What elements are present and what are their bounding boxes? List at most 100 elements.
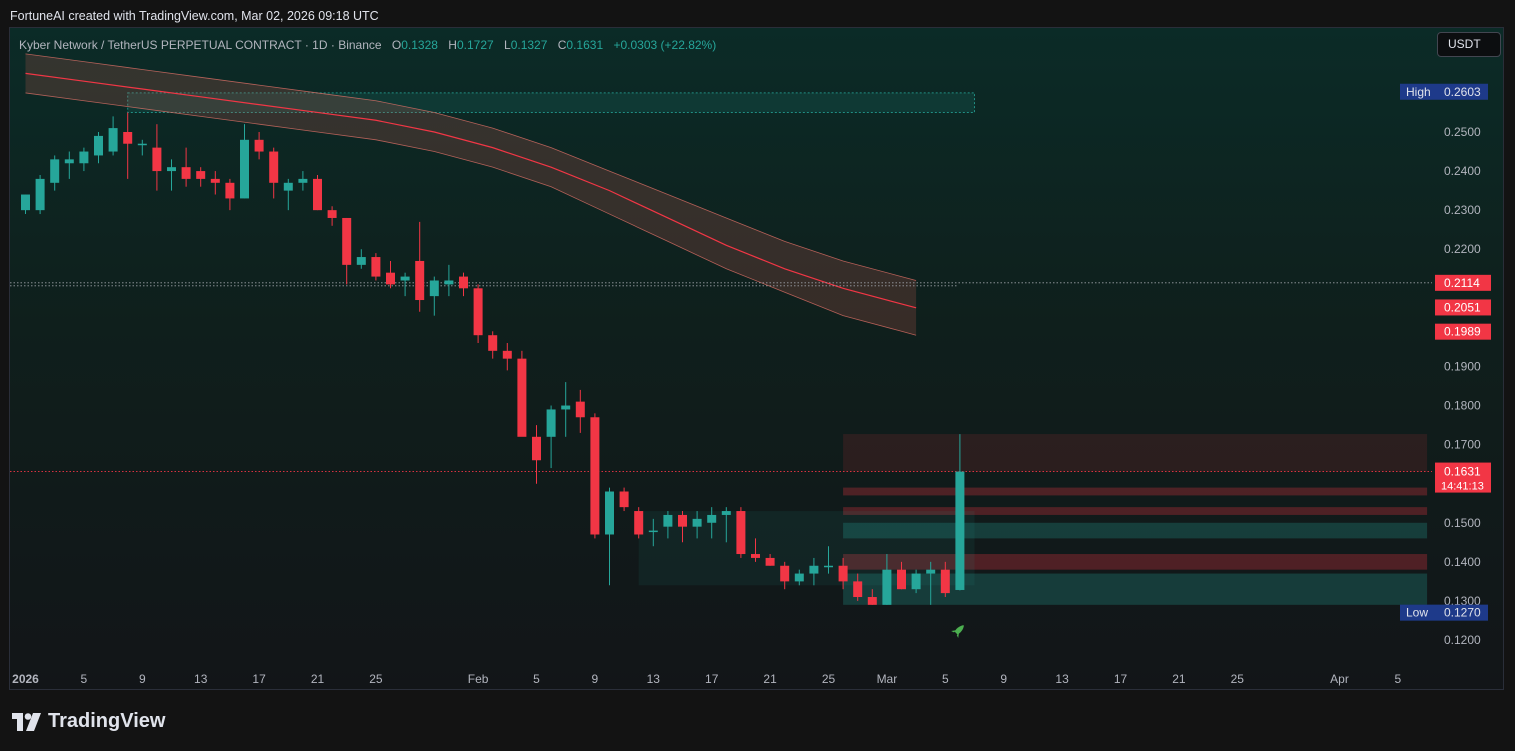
candle[interactable]	[736, 507, 746, 558]
change-value: +0.0303 (+22.82%)	[613, 38, 717, 52]
candle[interactable]	[824, 546, 833, 574]
close-value: 0.1631	[566, 38, 604, 52]
horizontal-lines-layer	[10, 282, 1432, 472]
candle[interactable]	[502, 343, 512, 371]
candle[interactable]	[240, 124, 249, 199]
candle-body	[619, 491, 629, 508]
candle[interactable]	[210, 171, 220, 195]
ema-line-lower	[25, 92, 917, 336]
candle[interactable]	[371, 253, 381, 281]
candle[interactable]	[21, 194, 30, 215]
candle[interactable]	[546, 405, 556, 469]
candle[interactable]	[137, 139, 147, 156]
close-label: C	[557, 38, 567, 52]
candle[interactable]	[269, 147, 279, 199]
candle-body	[196, 171, 206, 179]
candle[interactable]	[751, 538, 760, 562]
x-tick-label: 25	[822, 672, 836, 686]
candle[interactable]	[619, 487, 629, 512]
candle[interactable]	[809, 557, 819, 586]
candle-body	[283, 182, 293, 191]
candle[interactable]	[429, 276, 439, 316]
candle[interactable]	[459, 272, 468, 297]
y-tick-label: 0.1700	[1444, 438, 1481, 452]
candle[interactable]	[415, 221, 425, 312]
candle[interactable]	[780, 561, 790, 590]
open-label: O	[391, 38, 402, 52]
candle[interactable]	[123, 112, 133, 179]
candle[interactable]	[473, 284, 483, 344]
candle[interactable]	[794, 569, 804, 586]
candle[interactable]	[64, 151, 74, 179]
candle[interactable]	[108, 116, 118, 156]
candle[interactable]	[911, 569, 921, 594]
candle[interactable]	[225, 178, 235, 211]
candle[interactable]	[853, 573, 863, 601]
candle-body	[444, 280, 454, 285]
candle[interactable]	[897, 561, 906, 590]
candle[interactable]	[327, 206, 337, 226]
candle-body	[21, 194, 30, 211]
candle[interactable]	[532, 425, 541, 484]
candle[interactable]	[517, 350, 527, 437]
candle[interactable]	[575, 389, 585, 433]
candle-body	[327, 210, 337, 218]
x-tick-label: 13	[647, 672, 661, 686]
candle[interactable]	[721, 507, 731, 543]
candle-body	[473, 288, 483, 336]
candle[interactable]	[634, 507, 644, 539]
candle-body	[809, 565, 819, 574]
candle[interactable]	[181, 147, 191, 187]
candle[interactable]	[882, 554, 892, 605]
candle[interactable]	[867, 589, 877, 605]
candle[interactable]	[167, 159, 176, 191]
candle[interactable]	[400, 272, 410, 297]
brand-name: TradingView	[48, 710, 166, 732]
candle-body	[794, 573, 804, 582]
x-tick-label: 5	[81, 672, 88, 686]
candle[interactable]	[94, 132, 103, 164]
price-chart[interactable]: 0.2500 0.2400 0.2300 0.2200 0.1900 0.1800 0.17…	[10, 28, 1504, 690]
candle[interactable]	[692, 511, 702, 539]
candle[interactable]	[298, 171, 308, 191]
candle[interactable]	[313, 174, 322, 211]
candle-body	[926, 569, 936, 574]
chart-frame[interactable]: 0.2500 0.2400 0.2300 0.2200 0.1900 0.1800 0.17…	[9, 27, 1504, 690]
candle[interactable]	[648, 518, 658, 547]
candle[interactable]	[152, 124, 162, 191]
candle[interactable]	[707, 507, 717, 539]
candle[interactable]	[283, 178, 293, 211]
candle-body	[707, 514, 717, 523]
ema-line-upper	[25, 53, 917, 281]
y-tick-label: 0.2200	[1444, 242, 1481, 256]
candle[interactable]	[765, 554, 775, 566]
candle[interactable]	[342, 217, 352, 285]
candle-body	[137, 143, 147, 146]
candle[interactable]	[356, 249, 366, 269]
candle[interactable]	[196, 167, 206, 187]
candle[interactable]	[590, 413, 600, 539]
candle[interactable]	[386, 260, 395, 289]
candle[interactable]	[79, 147, 89, 172]
currency-button[interactable]: USDT	[1437, 32, 1501, 57]
high-label: H	[448, 38, 457, 52]
candle[interactable]	[35, 174, 45, 215]
candle[interactable]	[678, 511, 687, 543]
candle[interactable]	[926, 561, 936, 605]
candle[interactable]	[955, 434, 965, 591]
candle[interactable]	[663, 511, 673, 539]
candle[interactable]	[50, 155, 60, 191]
candle[interactable]	[254, 132, 264, 160]
countdown-label: 14:41:13	[1441, 481, 1484, 493]
candle[interactable]	[605, 487, 614, 586]
y-tick-label: 0.2300	[1444, 203, 1481, 217]
candle-body	[736, 511, 746, 555]
candle[interactable]	[940, 561, 950, 598]
candle[interactable]	[838, 557, 848, 590]
candle[interactable]	[561, 382, 571, 437]
candle[interactable]	[444, 264, 454, 297]
tradingview-brand[interactable]: TradingView	[12, 710, 165, 733]
rocket-signal-icon	[951, 625, 964, 639]
candle[interactable]	[488, 331, 498, 359]
x-tick-label: 13	[194, 672, 208, 686]
